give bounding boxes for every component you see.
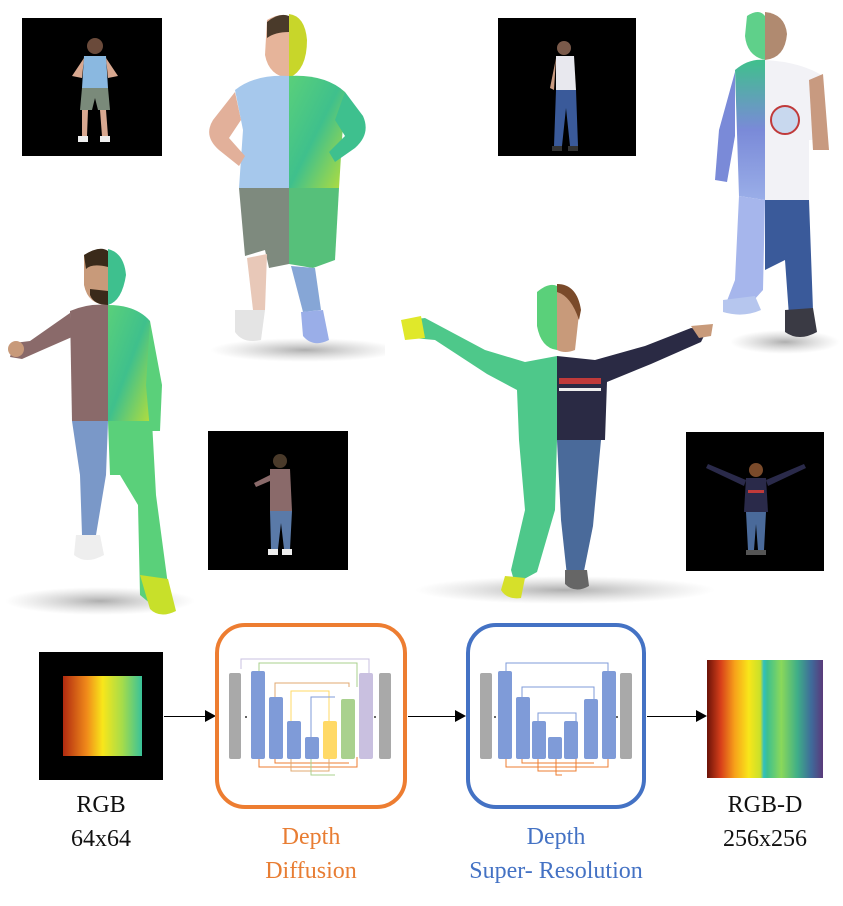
output-size: 256x256 <box>723 826 807 852</box>
input-rgb-swatch <box>63 676 142 756</box>
unet-diagram-icon <box>480 662 632 776</box>
input-size: 64x64 <box>71 826 131 852</box>
person-depth-half-render-icon <box>209 14 385 362</box>
stage2-line1: Depth <box>526 824 586 850</box>
person-rgb-thumbnail-icon <box>706 463 806 555</box>
input-label: RGB 64x64 <box>40 788 162 856</box>
person-rgb-thumbnail-icon <box>550 41 578 151</box>
output-name: RGB-D <box>727 792 803 818</box>
thumbnail-person-1 <box>22 18 162 156</box>
depth-diffusion-box <box>215 623 407 809</box>
person-depth-half-render-icon <box>715 12 840 354</box>
arrow-right-icon <box>164 710 216 722</box>
render-figure-2 <box>705 10 840 355</box>
thumbnail-person-3 <box>208 431 348 570</box>
stage2-label: Depth Super- Resolution <box>440 820 672 888</box>
person-depth-half-render-icon <box>401 284 715 604</box>
render-figure-3 <box>0 245 215 625</box>
person-rgb-thumbnail-icon <box>72 38 118 142</box>
person-rgb-thumbnail-icon <box>254 454 292 555</box>
stage1-label: Depth Diffusion <box>215 820 407 888</box>
person-depth-half-render-icon <box>5 248 195 615</box>
thumbnail-person-4 <box>686 432 824 571</box>
arrow-right-icon <box>408 710 466 722</box>
stage2-line2: Super- Resolution <box>469 858 643 884</box>
unet-diagram-icon <box>229 658 391 776</box>
render-figure-4 <box>395 280 720 610</box>
output-rgbd-image <box>707 660 823 778</box>
thumbnail-person-2 <box>498 18 636 156</box>
render-figure-1 <box>195 10 385 365</box>
arrow-right-icon <box>647 710 707 722</box>
stage1-line2: Diffusion <box>265 858 357 884</box>
stage1-line1: Depth <box>281 824 341 850</box>
output-label: RGB-D 256x256 <box>690 788 840 856</box>
depth-super-resolution-box <box>466 623 646 809</box>
input-name: RGB <box>76 792 126 818</box>
input-rgb-image <box>39 652 163 780</box>
